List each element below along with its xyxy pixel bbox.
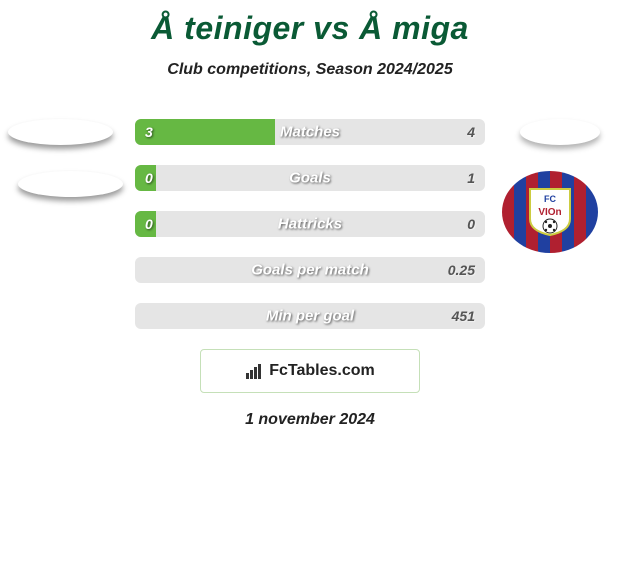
stat-label: Goals per match	[251, 262, 369, 279]
stat-left-value: 0	[145, 216, 153, 232]
stat-right-value: 0	[467, 216, 475, 232]
stat-row-goals: 0 Goals 1	[135, 165, 485, 191]
stat-right-value: 0.25	[448, 262, 475, 278]
comparison-content: FC VIOn 3 Matches 4 0 Goals 1 0	[0, 119, 620, 429]
badge-text-fc: FC	[544, 194, 556, 204]
player-right-logo-small	[520, 119, 600, 145]
stat-row-hattricks: 0 Hattricks 0	[135, 211, 485, 237]
bars-icon	[245, 362, 265, 380]
player-left-logo-1	[8, 119, 113, 145]
stat-left-value: 3	[145, 124, 153, 140]
stat-label: Matches	[280, 124, 340, 141]
club-badge-right: FC VIOn	[500, 169, 600, 255]
stat-right-value: 451	[452, 308, 475, 324]
fctables-label: FcTables.com	[245, 362, 375, 380]
badge-text-vion: VIOn	[538, 207, 561, 218]
player-left-logo-2	[18, 171, 123, 197]
stat-label: Hattricks	[278, 216, 342, 233]
stat-fill	[135, 119, 275, 145]
stat-bars-container: 3 Matches 4 0 Goals 1 0 Hattricks 0 Goal…	[135, 119, 485, 329]
subtitle: Club competitions, Season 2024/2025	[0, 61, 620, 79]
stat-row-min-per-goal: Min per goal 451	[135, 303, 485, 329]
stat-row-goals-per-match: Goals per match 0.25	[135, 257, 485, 283]
date-text: 1 november 2024	[0, 411, 620, 429]
stat-row-matches: 3 Matches 4	[135, 119, 485, 145]
stat-right-value: 4	[467, 124, 475, 140]
fctables-badge[interactable]: FcTables.com	[200, 349, 420, 393]
stat-right-value: 1	[467, 170, 475, 186]
stat-left-value: 0	[145, 170, 153, 186]
stat-label: Goals	[289, 170, 331, 187]
stat-label: Min per goal	[266, 308, 354, 325]
page-title: Å teiniger vs Å miga	[0, 0, 620, 47]
